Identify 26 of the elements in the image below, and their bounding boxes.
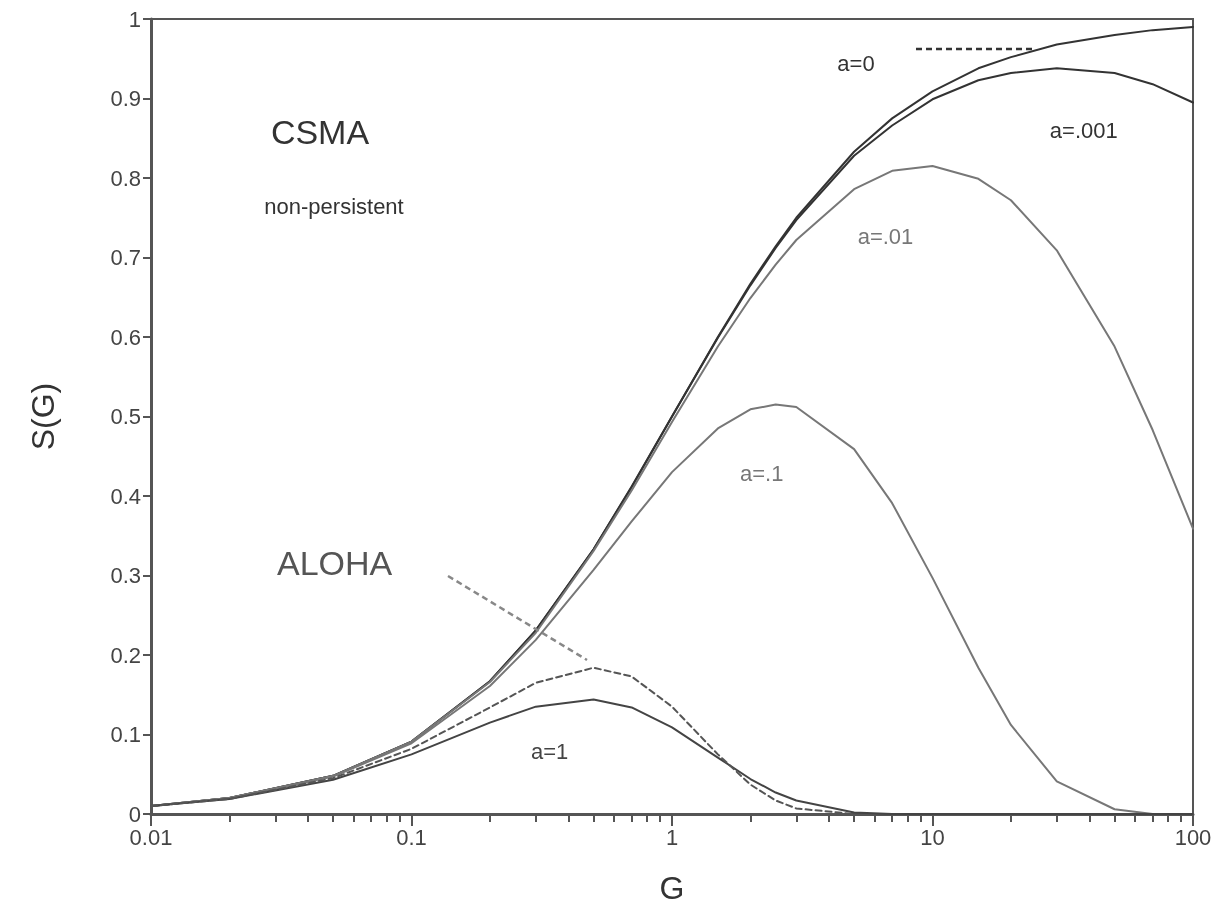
- text: a=0: [837, 51, 875, 77]
- x-axis-title: G: [659, 870, 685, 906]
- y-tick-label: 0.4: [110, 483, 141, 509]
- x-tick-label: 0.01: [129, 824, 173, 850]
- annotation: CSMA: [270, 113, 370, 151]
- series-label: a=.01: [857, 223, 914, 249]
- series-label: a=.1: [739, 461, 784, 487]
- y-tick-label: 0.7: [110, 245, 141, 270]
- annotation: non-persistent: [264, 193, 404, 219]
- y-tick-label: 0.1: [110, 722, 141, 747]
- x-tick-label: 10: [920, 824, 945, 850]
- y-tick-label: 0: [128, 801, 141, 827]
- y-tick-label: 0.6: [110, 324, 141, 350]
- series-label: a=1: [530, 739, 569, 765]
- x-tick-label: 1: [665, 824, 679, 850]
- y-tick-label: 0.2: [110, 642, 141, 668]
- x-tick-label: 100: [1174, 824, 1212, 850]
- y-tick-label: 0.9: [110, 86, 141, 111]
- y-tick-label: 0.3: [110, 563, 141, 588]
- y-axis-title: S(G): [25, 382, 61, 451]
- y-tick-label: 0.5: [110, 404, 141, 429]
- y-tick-label: 1: [128, 6, 141, 32]
- series-label: a=.001: [1049, 117, 1118, 143]
- y-tick-label: 0.8: [110, 165, 141, 191]
- x-tick-label: 0.1: [396, 824, 427, 850]
- text: ALOHA: [276, 543, 393, 582]
